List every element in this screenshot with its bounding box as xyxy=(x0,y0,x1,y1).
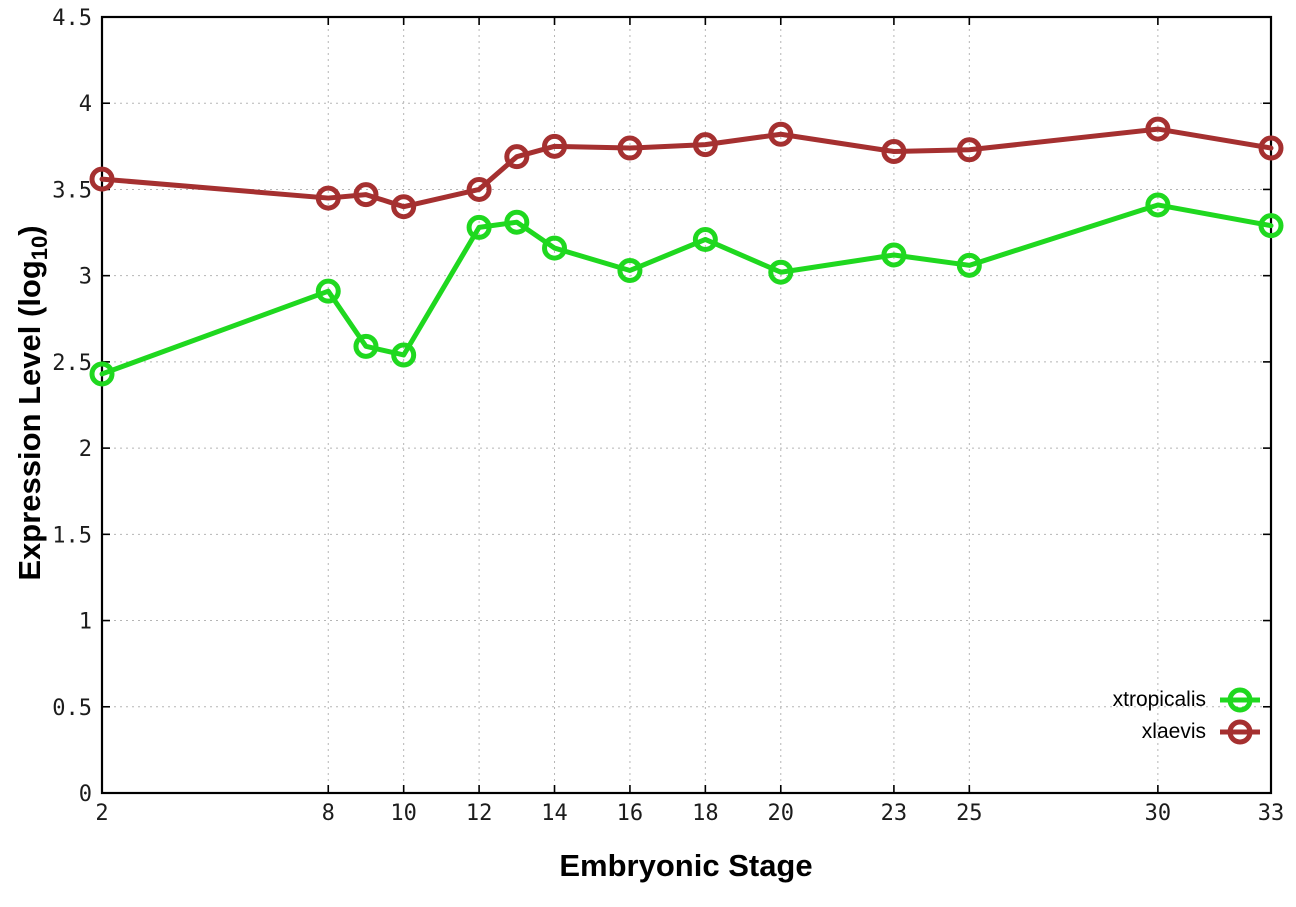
series-line-xtropicalis xyxy=(99,202,1274,377)
y-tick-label: 4.5 xyxy=(52,6,92,31)
y-axis-label: Expression Level (log10) xyxy=(12,225,52,581)
data-point-xtropicalis xyxy=(315,278,341,304)
data-point-xtropicalis xyxy=(89,361,115,387)
series-line-xlaevis xyxy=(99,126,1274,210)
y-axis-label-text: Expression Level (log xyxy=(12,260,47,581)
data-point-xtropicalis xyxy=(881,242,907,268)
y-axis-label-close: ) xyxy=(12,225,47,236)
data-point-xtropicalis xyxy=(542,235,568,261)
y-tick-label: 1.5 xyxy=(52,523,92,548)
data-point-xtropicalis xyxy=(956,252,982,278)
x-tick-label: 2 xyxy=(95,801,108,826)
data-point-xlaevis xyxy=(353,182,379,208)
y-tick-label: 2.5 xyxy=(52,351,92,376)
x-axis-label: Embryonic Stage xyxy=(559,848,813,883)
data-point-xlaevis xyxy=(89,166,115,192)
data-point-xtropicalis xyxy=(466,214,492,240)
data-point-xtropicalis xyxy=(617,257,643,283)
y-tick-label: 1 xyxy=(79,610,92,635)
x-tick-label: 20 xyxy=(768,801,795,826)
legend-item-xlaevis: xlaevis xyxy=(1142,716,1262,748)
y-tick-label: 0.5 xyxy=(52,696,92,721)
data-point-xlaevis xyxy=(1258,135,1284,161)
plot-border xyxy=(100,15,1273,795)
data-point-xtropicalis xyxy=(504,209,530,235)
x-tick-label: 8 xyxy=(322,801,335,826)
y-tick-label: 3 xyxy=(79,265,92,290)
x-tick-label: 16 xyxy=(617,801,644,826)
x-tick-label: 25 xyxy=(956,801,983,826)
x-tick-label: 14 xyxy=(541,801,568,826)
data-point-xtropicalis xyxy=(353,333,379,359)
legend-item-xtropicalis: xtropicalis xyxy=(1113,684,1262,716)
y-axis-label-subscript: 10 xyxy=(27,235,52,261)
data-point-xlaevis xyxy=(881,139,907,165)
x-tick-label: 33 xyxy=(1258,801,1285,826)
data-point-xlaevis xyxy=(466,176,492,202)
data-point-xlaevis xyxy=(1145,116,1171,142)
y-tick-label: 0 xyxy=(79,782,92,807)
data-point-xlaevis xyxy=(617,135,643,161)
x-tick-label: 10 xyxy=(390,801,417,826)
x-tick-label: 12 xyxy=(466,801,493,826)
data-point-xtropicalis xyxy=(1258,213,1284,239)
y-tick-label: 4 xyxy=(79,92,92,117)
data-point-xlaevis xyxy=(504,144,530,170)
data-point-xtropicalis xyxy=(1145,192,1171,218)
xtropicalis-marker-icon xyxy=(1220,687,1260,713)
legend: xtropicalis xlaevis xyxy=(1113,684,1262,748)
data-point-xlaevis xyxy=(391,194,417,220)
x-tick-label: 30 xyxy=(1145,801,1172,826)
legend-label-xlaevis: xlaevis xyxy=(1141,720,1206,743)
data-point-xlaevis xyxy=(692,132,718,158)
data-point-xlaevis xyxy=(542,133,568,159)
x-tick-label: 23 xyxy=(881,801,908,826)
y-tick-label: 3.5 xyxy=(52,178,92,203)
data-point-xlaevis xyxy=(315,185,341,211)
data-point-xlaevis xyxy=(956,137,982,163)
data-point-xlaevis xyxy=(768,121,794,147)
data-point-xtropicalis xyxy=(391,342,417,368)
xlaevis-marker-icon xyxy=(1220,719,1260,745)
legend-label-xtropicalis: xtropicalis xyxy=(1112,688,1206,711)
y-tick-label: 2 xyxy=(79,437,92,462)
x-tick-label: 18 xyxy=(692,801,719,826)
data-point-xtropicalis xyxy=(768,259,794,285)
data-point-xtropicalis xyxy=(692,226,718,252)
